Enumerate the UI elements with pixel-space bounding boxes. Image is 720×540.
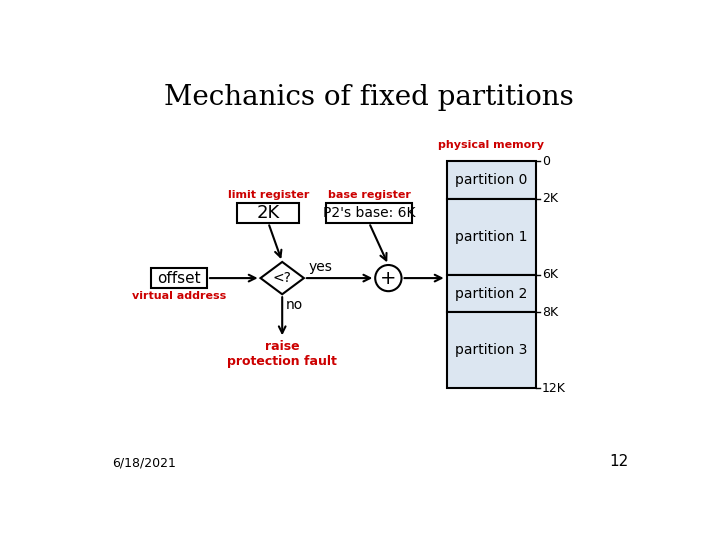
Bar [151,268,207,288]
Text: offset: offset [157,271,201,286]
Text: yes: yes [309,260,333,274]
Text: raise
protection fault: raise protection fault [228,340,337,368]
Text: Mechanics of fixed partitions: Mechanics of fixed partitions [164,84,574,111]
Text: partition 2: partition 2 [455,287,527,301]
Text: 0: 0 [542,154,550,167]
Text: <?: <? [273,271,292,285]
Text: 8K: 8K [542,306,558,319]
Text: physical memory: physical memory [438,139,544,150]
Text: no: no [285,298,302,312]
Text: base register: base register [328,190,410,200]
Text: limit register: limit register [228,190,309,200]
Text: partition 1: partition 1 [455,230,527,244]
Circle shape [375,265,402,291]
Text: partition 3: partition 3 [455,343,527,357]
Bar [238,202,300,222]
Text: 6K: 6K [542,268,558,281]
Text: 12K: 12K [542,382,566,395]
Text: P2's base: 6K: P2's base: 6K [323,206,415,220]
Bar [446,275,536,313]
Bar [446,161,536,199]
Bar [326,202,412,222]
Text: 6/18/2021: 6/18/2021 [112,456,176,469]
Text: 2K: 2K [256,204,280,221]
Polygon shape [261,262,304,294]
Text: +: + [380,268,397,288]
Text: virtual address: virtual address [132,291,226,301]
Text: partition 0: partition 0 [455,173,527,187]
Bar [446,313,536,388]
Text: 12: 12 [609,454,629,469]
Text: 2K: 2K [542,192,558,205]
Bar [446,199,536,275]
